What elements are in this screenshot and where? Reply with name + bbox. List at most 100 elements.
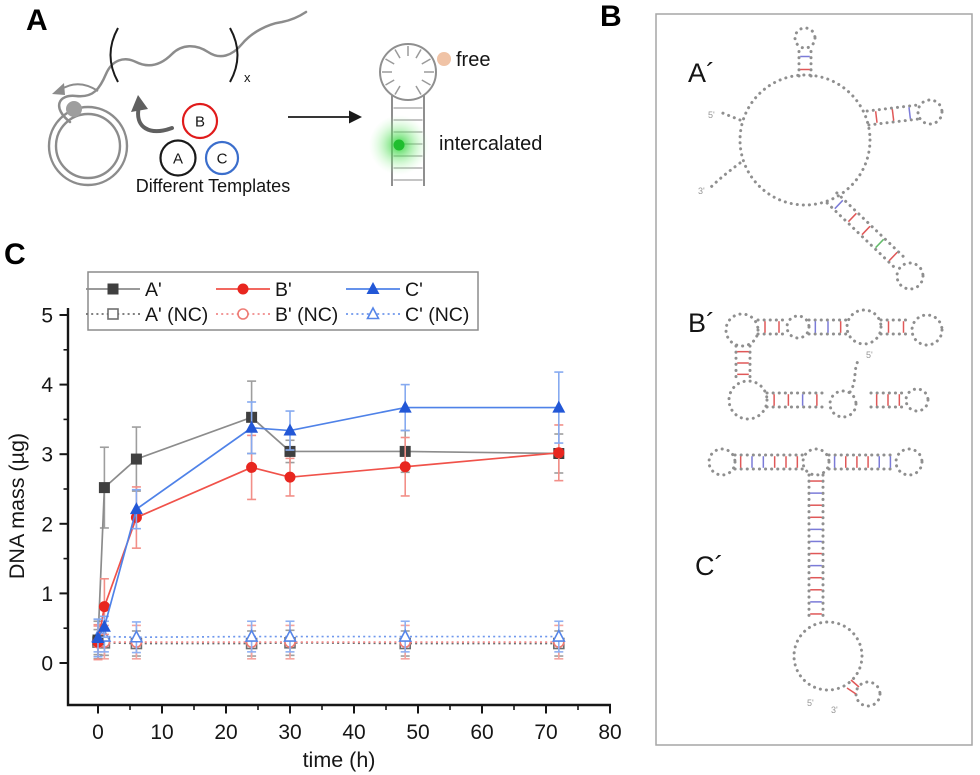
marker — [284, 471, 296, 483]
marker — [398, 628, 413, 642]
chart-root: 0 10 20 30 40 50 60 70 80 0 1 2 3 4 5 time (h) DNA mass … — [5, 271, 622, 772]
c-prime-3p-label: 3' — [831, 705, 838, 715]
x-tick-label: 10 — [150, 721, 173, 744]
panel-b-structures: A´ B´ C´ 5' 3' 5' 5' 3' — [655, 13, 973, 746]
series-C' (NC) — [91, 620, 566, 654]
loop — [904, 387, 930, 413]
marker — [107, 308, 119, 320]
series-line — [97, 641, 559, 644]
base-pair — [847, 212, 857, 223]
marker — [284, 445, 296, 457]
a-prime-3p-label: 3' — [698, 186, 705, 196]
legend-label: A' — [145, 279, 162, 301]
legend-label: A' (NC) — [145, 304, 208, 326]
marker — [107, 283, 119, 295]
marker — [129, 502, 143, 515]
marker — [97, 619, 111, 632]
loop — [707, 447, 737, 477]
x-tick-label: 80 — [598, 721, 621, 744]
c-prime-5p-label: 5' — [807, 698, 814, 708]
base-pair — [861, 225, 871, 236]
legend-box — [87, 271, 479, 331]
panel-c-label: C — [4, 238, 26, 271]
y-tick-label: 3 — [41, 444, 53, 467]
loop — [845, 308, 883, 346]
series-line — [98, 635, 559, 639]
free-dye-dot — [437, 52, 451, 66]
panel-a-schematic: x B A C Different Templates — [47, 10, 542, 196]
circular-template-inner — [54, 112, 122, 180]
series-line — [97, 416, 559, 641]
y-tick-label: 4 — [41, 374, 53, 397]
x-tick-label: 60 — [470, 721, 493, 744]
axes — [66, 308, 611, 707]
strand — [848, 356, 862, 394]
secondary-structure-drawings — [707, 26, 944, 708]
template-swoosh-arrow — [136, 104, 174, 134]
panel-b-border — [655, 13, 973, 746]
legend-label: C' (NC) — [405, 304, 469, 326]
marker — [283, 628, 297, 642]
repeat-subscript: x — [244, 70, 251, 85]
structure-c-prime-label: C´ — [695, 551, 724, 581]
loop — [916, 98, 944, 126]
rca-product-strand — [57, 10, 308, 124]
panel-a-label: A — [26, 4, 48, 37]
legend-label: B' (NC) — [275, 304, 338, 326]
x-tick-label: 30 — [278, 721, 301, 744]
legend: A' B' C' A' (NC) B' (NC) C' (NC) — [86, 271, 479, 331]
a-prime-5p-label: 5' — [708, 110, 715, 120]
marker — [283, 423, 297, 436]
circular-template-outer — [47, 105, 129, 187]
template-circle-a — [159, 139, 197, 177]
template-circle-c-label: C — [217, 151, 228, 168]
intercalated-dye-dot — [393, 139, 405, 151]
marker — [553, 447, 565, 459]
loop — [854, 680, 882, 708]
strand — [865, 103, 919, 113]
x-tick-label: 20 — [214, 721, 237, 744]
marker — [245, 420, 259, 433]
loop — [792, 620, 864, 692]
base-pair — [874, 111, 878, 123]
loop — [793, 26, 817, 50]
dna-mass-chart: 0 10 20 30 40 50 60 70 80 0 1 2 3 4 5 time (h) DNA mass … — [5, 271, 622, 772]
marker — [398, 400, 412, 413]
base-pair — [888, 251, 898, 262]
base-pair — [875, 238, 885, 249]
templates-caption: Different Templates — [136, 176, 290, 196]
marker — [237, 308, 249, 320]
loop — [727, 379, 769, 421]
loop — [724, 312, 760, 348]
base-pair — [834, 199, 844, 210]
free-label: free — [456, 49, 490, 71]
marker — [244, 628, 259, 642]
loop — [894, 447, 924, 477]
marker — [129, 629, 144, 643]
structure-b-prime-label: B´ — [688, 308, 715, 338]
panel-b-label: B — [600, 0, 622, 33]
series-C' — [91, 371, 566, 658]
marker — [98, 482, 110, 494]
x-tick-label: 0 — [92, 721, 104, 744]
right-bracket — [229, 27, 239, 83]
series-line — [97, 406, 559, 639]
strand — [825, 201, 897, 270]
strand — [867, 117, 921, 127]
strand — [718, 110, 742, 122]
template-circle-b — [181, 102, 219, 140]
left-bracket — [109, 27, 119, 83]
marker — [130, 453, 142, 465]
x-axis-title: time (h) — [303, 748, 376, 772]
marker — [98, 601, 110, 613]
loop — [738, 73, 872, 207]
loop — [785, 314, 811, 340]
marker — [366, 282, 380, 294]
series-line — [97, 451, 559, 643]
y-tick-label: 1 — [41, 583, 53, 606]
x-tick-label: 40 — [342, 721, 365, 744]
rotation-arrowhead — [52, 83, 65, 95]
y-axis-title: DNA mass (µg) — [5, 433, 29, 579]
reaction-arrowhead — [349, 110, 362, 124]
